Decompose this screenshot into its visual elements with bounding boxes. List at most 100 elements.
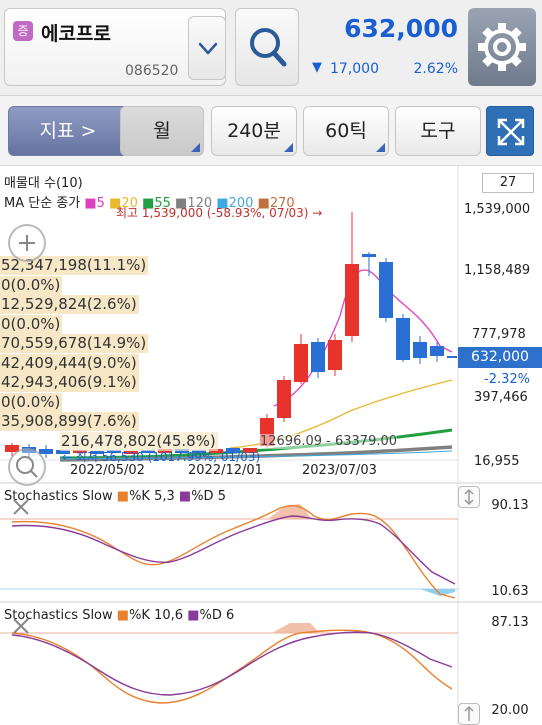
- overbought-fill-2: [272, 623, 320, 633]
- panel-resize-handle[interactable]: [458, 486, 480, 508]
- price-axis-2: 1,158,489: [464, 263, 531, 278]
- price-axis-4: 397,466: [474, 390, 528, 405]
- ma-20-swatch: ■: [109, 196, 122, 211]
- price-change-pct: 2.62%: [413, 61, 458, 77]
- low-price-label: ← 최저 56,530 (1017.99%, 01/03): [62, 450, 261, 464]
- period-count-box[interactable]: 27: [482, 173, 534, 193]
- ma-legend: MA 단순 종가 ■5 ■20 ■55 ■120 ■200 ■270: [4, 192, 295, 211]
- stock-name: 에코프로: [41, 23, 111, 45]
- tools-label: 도구: [420, 120, 456, 142]
- resize-vertical-icon: [464, 488, 474, 506]
- price-axis-5: 16,955: [474, 454, 520, 469]
- date-label-3: 2023/07/03: [302, 463, 377, 478]
- current-price: 632,000: [344, 14, 458, 43]
- ma-20-period: 20: [121, 196, 138, 211]
- stoch-2-k-line: [11, 629, 453, 704]
- volume-profile-row: 12,529,824(2.6%): [0, 295, 139, 314]
- main-price-chart[interactable]: 매물대 수(10) 27 MA 단순 종가 ■5 ■20 ■55 ■120 ■2…: [0, 166, 542, 486]
- tools-button[interactable]: 도구: [395, 106, 481, 156]
- stochastics-1-d-label: %D 5: [191, 489, 226, 504]
- ma-label: MA 단순 종가: [4, 196, 81, 211]
- chevron-down-icon: [198, 42, 218, 55]
- ma-270-swatch: ■: [257, 196, 270, 211]
- gear-icon: [478, 23, 526, 71]
- current-change-pct: -2.32%: [484, 372, 530, 387]
- d-swatch: ■: [178, 489, 192, 504]
- volume-profile-row: 0(0.0%): [0, 393, 63, 412]
- stochastics-panel-1[interactable]: Stochastics Slow ■%K 5,3 ■%D 5 90.13 10.…: [0, 484, 542, 603]
- volume-profile-row: 70,559,678(14.9%): [0, 334, 149, 353]
- volume-profile-row: 0(0.0%): [0, 276, 63, 295]
- stoch-1-k-line: [11, 504, 456, 599]
- stochastics-panel-2[interactable]: Stochastics Slow ■%K 10,6 ■%D 6 87.13 20…: [0, 603, 542, 725]
- ma-5-swatch: ■: [84, 196, 97, 211]
- stock-header: 증 에코프로 086520 632,000 ▼ 17,000 2.62%: [0, 0, 542, 96]
- expand-icon: [497, 118, 525, 146]
- stochastics-2-axis-top: 87.13: [491, 615, 529, 630]
- chart-toolbar: 지표 > 월 240분 60틱 도구: [0, 96, 542, 166]
- stochastics-1-k-label: %K 5,3: [129, 489, 175, 504]
- search-icon: [250, 28, 287, 67]
- stock-dropdown-button[interactable]: [188, 16, 226, 80]
- period-month-label: 월: [153, 120, 171, 142]
- stochastics-2-title: Stochastics Slow: [4, 608, 113, 623]
- magnifier-button[interactable]: [8, 448, 46, 486]
- high-price-label: 최고 1,539,000 (-58.93%, 07/03) →: [116, 206, 323, 220]
- volume-profile-row: 52,347,198(11.1%): [0, 256, 149, 275]
- stochastics-2-axis-bottom: 20.00: [491, 703, 529, 718]
- period-month-button[interactable]: 월: [120, 106, 204, 156]
- stoch-1-d-line: [11, 515, 456, 585]
- period-240min-button[interactable]: 240분: [211, 106, 297, 156]
- settings-button[interactable]: [468, 8, 536, 86]
- price-change: 17,000: [330, 61, 379, 77]
- corner-triangle-icon: [191, 143, 200, 152]
- ma-120-swatch: ■: [175, 196, 188, 211]
- period-60tick-button[interactable]: 60틱: [303, 106, 389, 156]
- period-240min-label: 240분: [227, 120, 281, 142]
- date-label-1: 2022/05/02: [70, 463, 145, 478]
- volume-profile-row: 216,478,802(45.8%): [60, 432, 218, 451]
- stochastics-2-canvas: [0, 603, 459, 725]
- stochastics-1-legend: Stochastics Slow ■%K 5,3 ■%D 5: [4, 489, 226, 504]
- period-60tick-label: 60틱: [325, 120, 367, 142]
- plus-icon: [19, 235, 35, 251]
- close-panel-button[interactable]: [4, 490, 38, 524]
- close-panel-button[interactable]: [4, 609, 38, 643]
- corner-triangle-icon: [376, 143, 385, 152]
- close-icon: [13, 618, 29, 634]
- panel-resize-handle[interactable]: [458, 703, 480, 725]
- ma-270-period: 270: [269, 196, 295, 211]
- ma-55-swatch: ■: [142, 196, 155, 211]
- stochastics-2-legend: Stochastics Slow ■%K 10,6 ■%D 6: [4, 608, 234, 623]
- stoch-2-d-line: [11, 631, 453, 696]
- stochastics-1-title: Stochastics Slow: [4, 489, 113, 504]
- oversold-fill-1: [420, 589, 455, 596]
- down-arrow-icon: ▼: [312, 60, 322, 75]
- resize-vertical-icon: [464, 705, 474, 721]
- current-price-tag: 632,000: [458, 347, 542, 368]
- search-button[interactable]: [235, 8, 299, 86]
- magnifier-icon: [16, 456, 38, 478]
- price-axis-1: 1,539,000: [464, 202, 531, 217]
- stochastics-1-axis-bottom: 10.63: [491, 584, 529, 599]
- ma-200-period: 200: [228, 196, 254, 211]
- expand-button[interactable]: [486, 106, 534, 156]
- ma-120-period: 120: [187, 196, 213, 211]
- k-swatch: ■: [116, 608, 130, 623]
- stochastics-2-k-label: %K 10,6: [129, 608, 184, 623]
- zoom-in-button[interactable]: [8, 224, 46, 262]
- volume-profile-row: 42,943,406(9.1%): [0, 373, 139, 392]
- indicator-button[interactable]: 지표 >: [8, 106, 128, 156]
- ma-5-period: 5: [96, 196, 105, 211]
- ma-55-period: 55: [154, 196, 171, 211]
- volume-profile-row: 42,409,444(9.0%): [0, 354, 139, 373]
- ma-values-overlay: 12696.09 - 63379.00: [260, 434, 398, 449]
- volume-profile-row: 0(0.0%): [0, 315, 63, 334]
- price-axis-3: 777,978: [472, 327, 526, 342]
- volume-profile-row: 35,908,899(7.6%): [0, 412, 139, 431]
- stochastics-2-d-label: %D 6: [199, 608, 235, 623]
- k-swatch: ■: [116, 489, 130, 504]
- d-swatch: ■: [187, 608, 200, 623]
- stochastics-1-axis-top: 90.13: [491, 498, 529, 513]
- market-badge: 증: [13, 21, 33, 41]
